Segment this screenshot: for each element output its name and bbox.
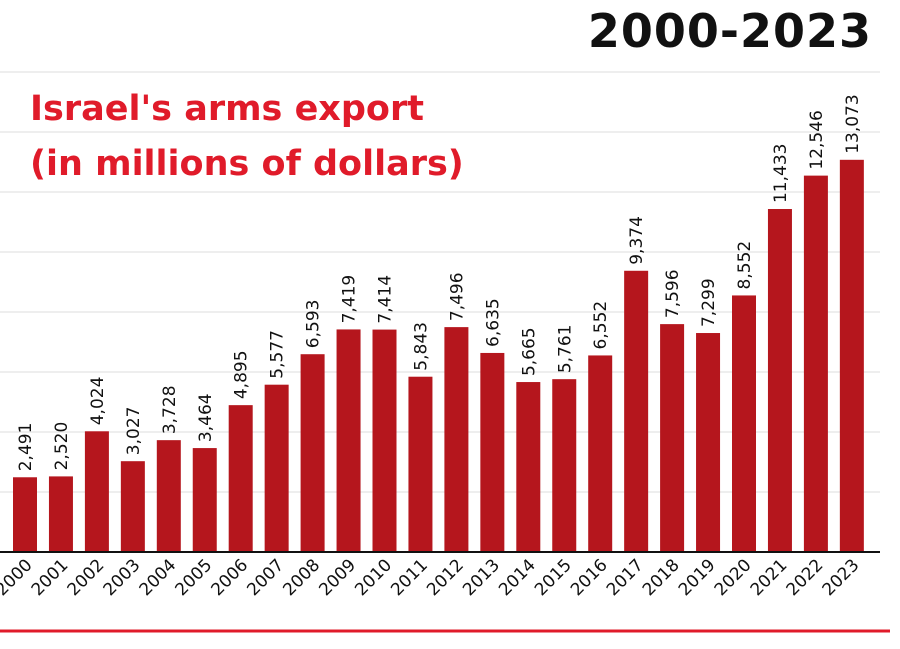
bar xyxy=(444,327,468,552)
value-label: 2,520 xyxy=(52,422,72,471)
chart-title-line-2: (in millions of dollars) xyxy=(30,137,464,192)
chart-title: Israel's arms export (in millions of dol… xyxy=(30,82,464,192)
bar xyxy=(840,160,864,552)
value-label: 5,843 xyxy=(411,322,431,371)
x-tick-label: 2006 xyxy=(207,555,252,600)
x-tick-label: 2023 xyxy=(819,555,864,600)
bar xyxy=(157,440,181,552)
chart-heading: 2000-2023 xyxy=(588,4,872,58)
bar xyxy=(301,354,325,552)
value-label: 6,593 xyxy=(304,300,324,349)
bar xyxy=(49,476,73,552)
x-tick-labels: 2000200120022003200420052006200720082009… xyxy=(0,555,863,600)
value-label: 7,496 xyxy=(447,272,467,321)
value-label: 4,895 xyxy=(232,350,252,399)
x-tick-label: 2009 xyxy=(315,555,360,600)
bar xyxy=(121,461,145,552)
value-label: 12,546 xyxy=(807,110,827,169)
x-tick-label: 2016 xyxy=(567,555,612,600)
x-tick-label: 2018 xyxy=(639,555,684,600)
x-tick-label: 2011 xyxy=(387,555,432,600)
bar xyxy=(85,431,109,552)
value-label: 5,761 xyxy=(555,324,575,373)
value-label: 6,552 xyxy=(591,301,611,350)
bar xyxy=(624,271,648,552)
value-label: 11,433 xyxy=(771,144,791,203)
value-label: 7,414 xyxy=(376,275,396,324)
bar xyxy=(696,333,720,552)
value-label: 9,374 xyxy=(627,216,647,265)
value-label: 7,419 xyxy=(340,275,360,324)
bar xyxy=(13,477,37,552)
value-label: 8,552 xyxy=(735,241,755,290)
chart-title-line-1: Israel's arms export xyxy=(30,82,464,137)
bar xyxy=(408,377,432,552)
value-label: 3,027 xyxy=(124,407,144,456)
bar xyxy=(480,353,504,552)
x-tick-label: 2022 xyxy=(783,555,828,600)
bar xyxy=(373,330,397,552)
bar xyxy=(732,295,756,552)
x-tick-label: 2000 xyxy=(0,555,37,600)
x-tick-label: 2005 xyxy=(172,555,217,600)
x-tick-label: 2013 xyxy=(459,555,504,600)
x-tick-label: 2020 xyxy=(711,555,756,600)
value-label: 6,635 xyxy=(483,298,503,347)
value-label: 4,024 xyxy=(88,377,108,426)
x-tick-label: 2017 xyxy=(603,555,648,600)
bars xyxy=(13,160,864,552)
x-tick-label: 2003 xyxy=(100,555,145,600)
x-tick-label: 2010 xyxy=(351,555,396,600)
bar xyxy=(229,405,253,552)
x-tick-label: 2019 xyxy=(675,555,720,600)
value-label: 5,577 xyxy=(268,330,288,379)
value-label: 3,728 xyxy=(160,385,180,434)
x-tick-label: 2002 xyxy=(64,555,109,600)
x-tick-label: 2014 xyxy=(495,555,540,600)
bar xyxy=(804,176,828,552)
value-label: 7,596 xyxy=(663,269,683,318)
value-label: 7,299 xyxy=(699,278,719,327)
value-label: 13,073 xyxy=(843,94,863,153)
value-label: 5,665 xyxy=(519,327,539,376)
bar xyxy=(660,324,684,552)
bar xyxy=(768,209,792,552)
x-tick-label: 2015 xyxy=(531,555,576,600)
bar xyxy=(337,329,361,552)
x-tick-label: 2021 xyxy=(747,555,792,600)
value-label: 2,491 xyxy=(16,423,36,472)
value-label: 3,464 xyxy=(196,393,216,442)
x-tick-label: 2007 xyxy=(243,555,288,600)
x-tick-label: 2001 xyxy=(28,555,73,600)
bar xyxy=(193,448,217,552)
x-tick-label: 2008 xyxy=(279,555,324,600)
bar xyxy=(265,385,289,552)
x-tick-label: 2004 xyxy=(136,555,181,600)
bar xyxy=(588,355,612,552)
x-tick-label: 2012 xyxy=(423,555,468,600)
bar xyxy=(552,379,576,552)
bar xyxy=(516,382,540,552)
